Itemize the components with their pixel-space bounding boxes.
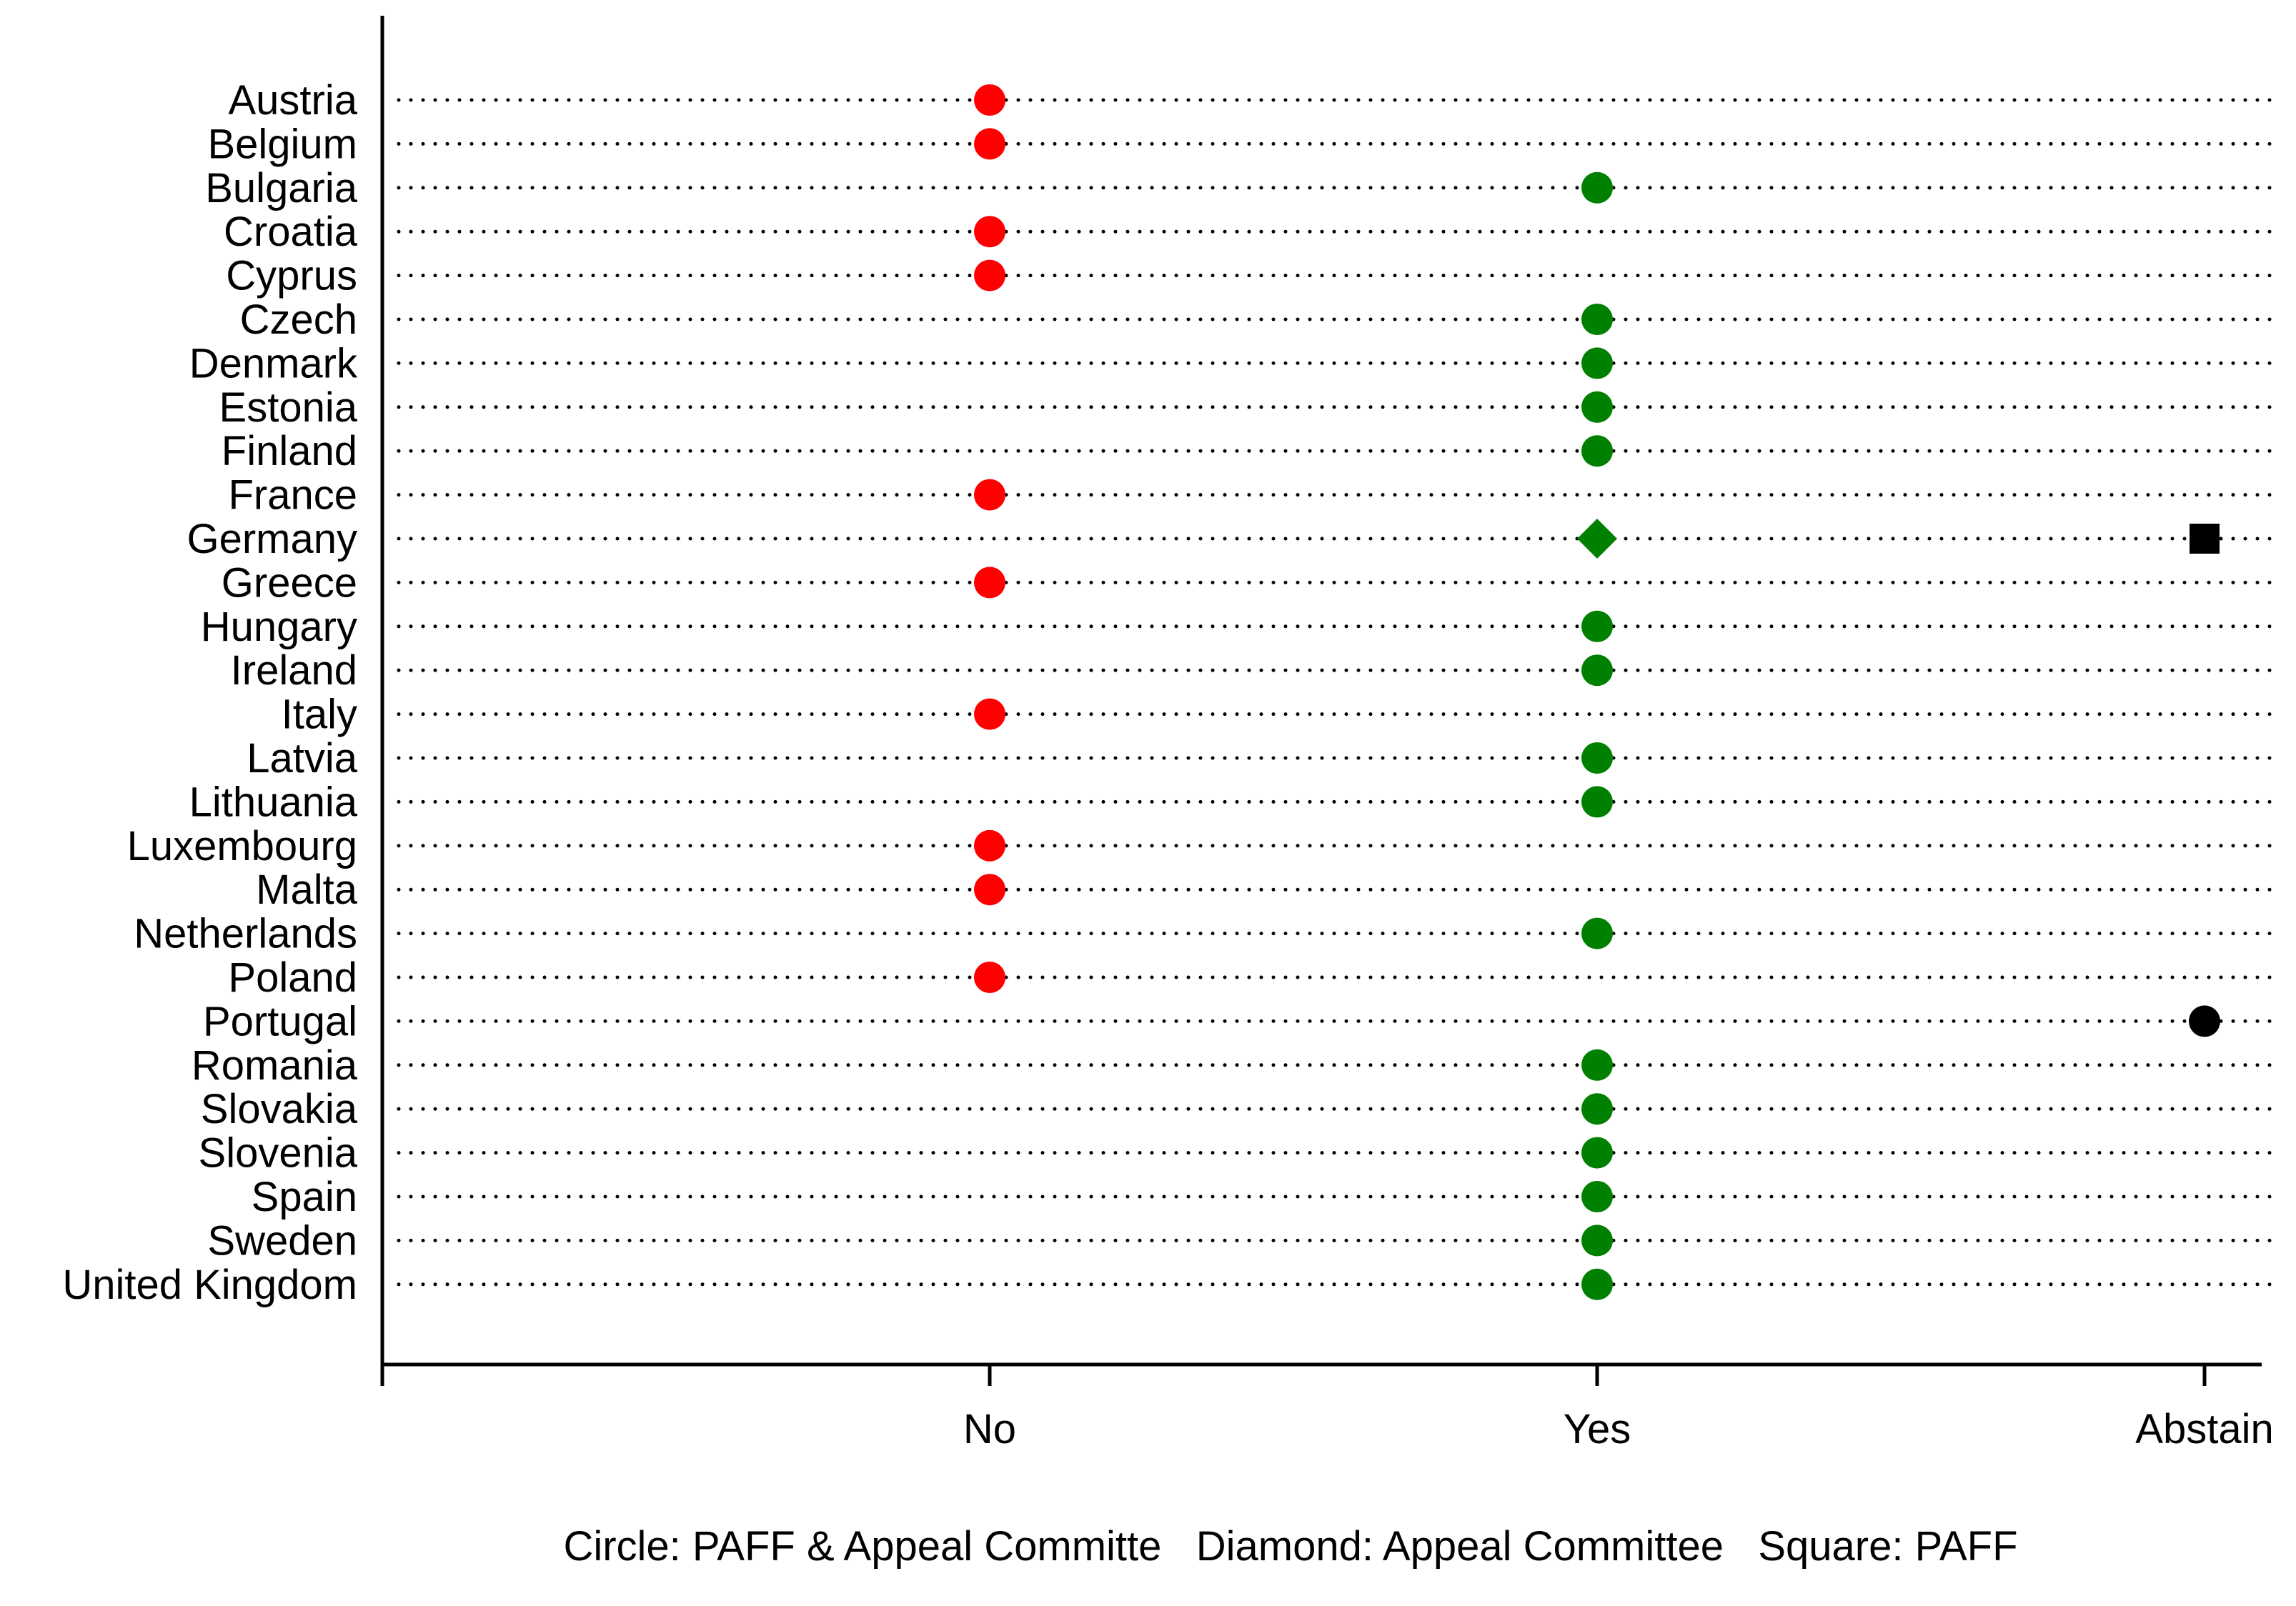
marker-lithuania-yes [1581,786,1613,818]
y-label-poland: Poland [228,954,357,1001]
x-tick-label-abstain: Abstain [2135,1406,2273,1452]
marker-greece-no [974,567,1005,599]
marker-romania-yes [1581,1049,1613,1081]
marker-slovenia-yes [1581,1137,1613,1169]
axes [380,16,2262,1386]
y-label-slovakia: Slovakia [201,1086,358,1132]
y-label-ireland: Ireland [231,647,357,694]
marker-cyprus-no [974,259,1005,291]
x-axis-labels: No Yes Abstain [963,1406,2274,1452]
marker-malta-no [974,874,1005,906]
marker-spain-yes [1581,1181,1613,1212]
marker-croatia-no [974,216,1005,248]
y-label-croatia: Croatia [224,209,358,255]
y-label-greece: Greece [222,559,357,606]
y-label-united-kingdom: United Kingdom [62,1262,357,1308]
y-label-spain: Spain [252,1174,357,1220]
marker-austria-no [974,84,1005,116]
legend-note: Circle: PAFF & Appeal Committe Diamond: … [563,1523,2017,1570]
marker-luxembourg-no [974,829,1005,862]
marker-estonia-yes [1581,391,1613,423]
marker-czech-yes [1581,304,1613,335]
y-label-malta: Malta [256,867,358,913]
marker-germany-abstain [2190,524,2220,554]
x-tick-label-yes: Yes [1564,1406,1631,1452]
y-label-belgium: Belgium [207,121,357,167]
y-label-cyprus: Cyprus [226,253,357,299]
y-label-romania: Romania [192,1042,358,1089]
marker-united-kingdom-yes [1581,1268,1613,1300]
y-label-czech: Czech [240,296,357,343]
gridlines [397,98,2275,1287]
y-label-luxembourg: Luxembourg [127,823,357,869]
marker-slovakia-yes [1581,1093,1613,1125]
marker-poland-no [974,962,1005,993]
marker-hungary-yes [1581,610,1613,642]
y-label-finland: Finland [222,428,357,474]
marker-denmark-yes [1581,347,1613,379]
y-axis-labels: AustriaBelgiumBulgariaCroatiaCyprusCzech… [62,77,358,1308]
y-label-sweden: Sweden [207,1217,357,1264]
marker-france-no [974,479,1005,511]
y-label-austria: Austria [228,77,357,124]
marker-germany-yes [1577,519,1617,559]
marker-portugal-abstain [2189,1005,2220,1037]
marker-latvia-yes [1581,742,1613,774]
y-label-germany: Germany [187,516,357,562]
y-label-netherlands: Netherlands [134,911,357,957]
y-label-france: France [228,472,357,519]
y-label-portugal: Portugal [203,998,357,1044]
marker-netherlands-yes [1581,917,1613,949]
marker-finland-yes [1581,435,1613,467]
y-label-hungary: Hungary [201,604,357,650]
y-label-denmark: Denmark [189,340,358,386]
y-label-slovenia: Slovenia [199,1130,358,1177]
marker-ireland-yes [1581,654,1613,687]
x-tick-label-no: No [963,1406,1016,1452]
y-label-italy: Italy [282,692,357,738]
marker-italy-no [974,698,1005,730]
y-label-estonia: Estonia [219,384,358,431]
y-label-lithuania: Lithuania [189,779,358,825]
y-label-latvia: Latvia [247,735,358,782]
y-label-bulgaria: Bulgaria [205,165,358,211]
markers [974,84,2220,1300]
marker-sweden-yes [1581,1225,1613,1257]
marker-belgium-no [974,128,1005,160]
marker-bulgaria-yes [1581,171,1613,204]
